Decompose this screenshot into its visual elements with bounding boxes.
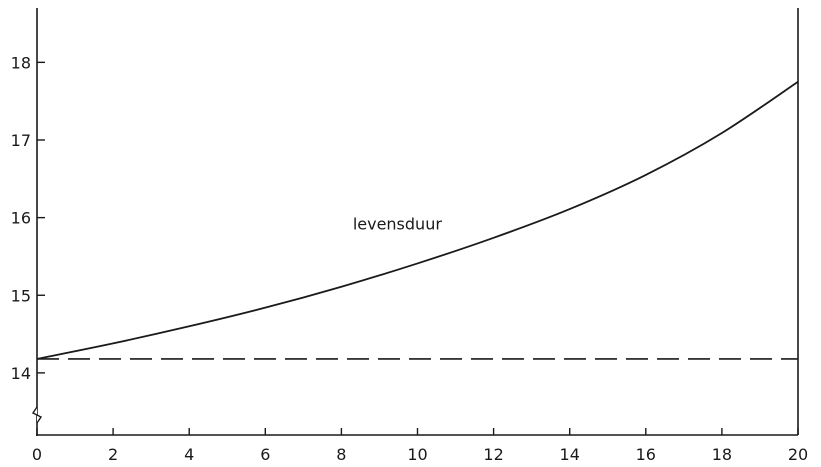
x-tick-label: 16 <box>636 445 656 464</box>
series-line-levensduur <box>36 81 799 360</box>
y-tick-label: 17 <box>11 131 31 150</box>
axes <box>31 8 799 436</box>
x-tick-label: 6 <box>260 445 270 464</box>
x-tick-label: 8 <box>336 445 346 464</box>
x-tick-label: 20 <box>788 445 808 464</box>
labels: 0 2 4 6 8 10 12 14 16 18 20 14 15 16 17 18 levensduur <box>11 53 809 464</box>
series-layer <box>36 81 799 360</box>
y-tick-label: 18 <box>11 53 31 72</box>
y-tick-label: 15 <box>11 286 31 305</box>
y-tick-label: 14 <box>11 364 31 383</box>
x-tick-label: 10 <box>407 445 427 464</box>
x-tick-label: 2 <box>108 445 118 464</box>
x-tick-label: 12 <box>483 445 503 464</box>
series-label-levensduur: levensduur <box>353 214 443 233</box>
x-tick-label: 4 <box>184 445 194 464</box>
y-axis-break <box>31 406 43 424</box>
x-tick-label: 14 <box>560 445 580 464</box>
y-tick-label: 16 <box>11 209 31 228</box>
x-tick-label: 18 <box>712 445 732 464</box>
x-tick-label: 0 <box>32 445 42 464</box>
